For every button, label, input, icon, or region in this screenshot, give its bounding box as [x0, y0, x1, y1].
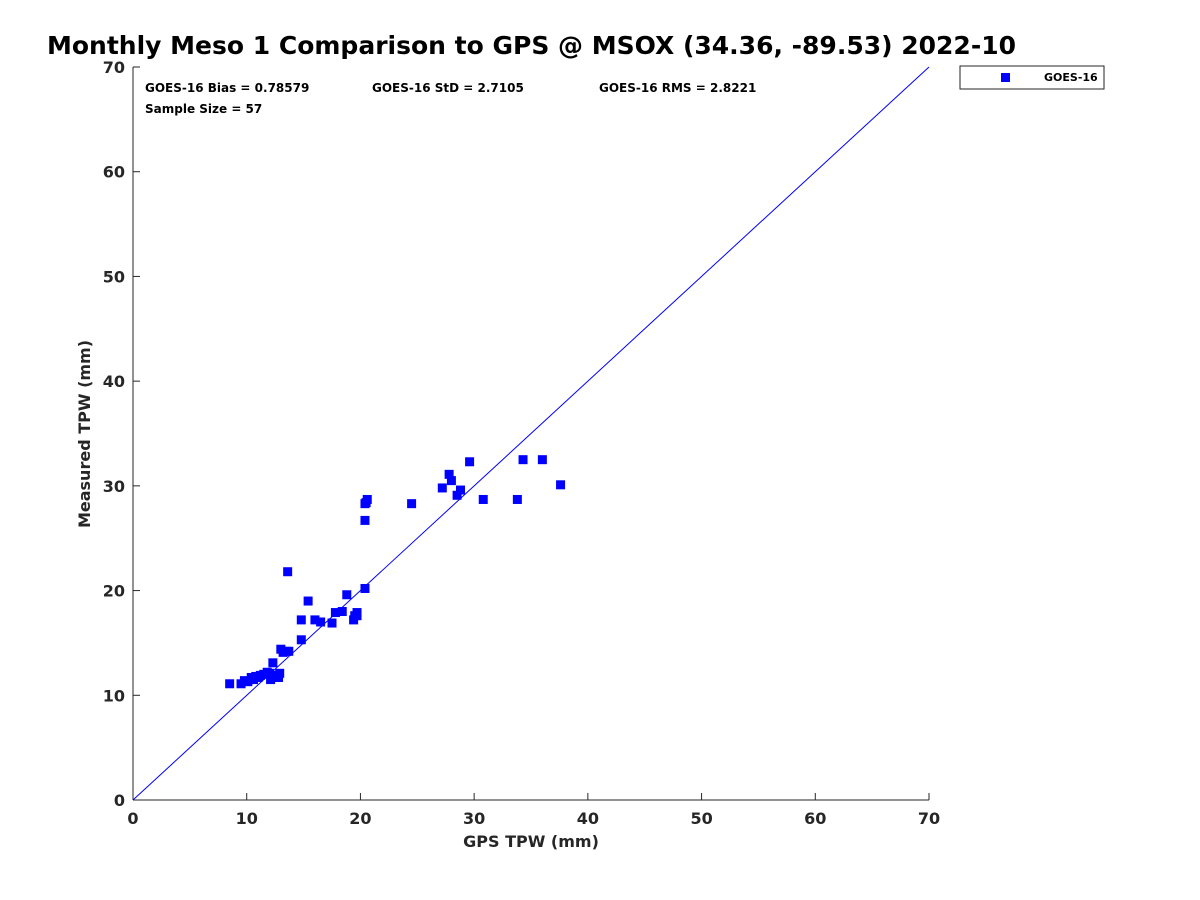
x-tick-label: 20 [349, 809, 371, 828]
data-point [446, 476, 456, 486]
data-point [360, 515, 370, 525]
y-tick-label: 70 [103, 58, 125, 77]
x-tick-label: 70 [918, 809, 940, 828]
data-point [275, 668, 285, 678]
y-ticks: 0 10 20 30 40 50 60 70 [103, 58, 140, 810]
data-point [556, 480, 566, 490]
data-point [512, 494, 522, 504]
y-tick-label: 40 [103, 372, 125, 391]
legend: GOES-16 [959, 65, 1105, 90]
data-point [360, 583, 370, 593]
legend-label-goes16: GOES-16 [1044, 71, 1098, 84]
data-point [330, 608, 340, 618]
y-tick-label: 0 [114, 791, 125, 810]
x-tick-label: 0 [127, 809, 138, 828]
data-point [310, 615, 320, 625]
data-point [283, 567, 293, 577]
data-point [407, 499, 417, 509]
rms-stat: GOES-16 RMS = 2.8221 [599, 81, 756, 95]
data-point [455, 485, 465, 495]
data-point [284, 646, 294, 656]
y-tick-label: 60 [103, 163, 125, 182]
y-tick-label: 30 [103, 477, 125, 496]
bias-stat: GOES-16 Bias = 0.78579 [145, 81, 309, 95]
data-point [352, 608, 362, 618]
data-point [452, 490, 462, 500]
data-point [444, 469, 454, 479]
data-point [437, 483, 447, 493]
x-ticks: 0 10 20 30 40 50 60 70 [127, 793, 940, 828]
data-point [268, 658, 278, 668]
data-point [537, 455, 547, 465]
y-tick-label: 20 [103, 582, 125, 601]
data-point [465, 457, 475, 467]
data-point [337, 607, 347, 617]
data-point [296, 615, 306, 625]
x-axis-label: GPS TPW (mm) [463, 832, 599, 851]
x-tick-label: 30 [463, 809, 485, 828]
y-tick-label: 10 [103, 686, 125, 705]
legend-box [959, 65, 1105, 90]
std-stat: GOES-16 StD = 2.7105 [372, 81, 524, 95]
chart-title: Monthly Meso 1 Comparison to GPS @ MSOX … [47, 31, 1016, 60]
axes [132, 67, 929, 801]
y-tick-label: 50 [103, 267, 125, 286]
data-points [225, 455, 566, 689]
x-tick-label: 50 [690, 809, 712, 828]
sample-size-stat: Sample Size = 57 [145, 102, 262, 116]
data-point [362, 494, 372, 504]
stats-annotations: GOES-16 Bias = 0.78579 GOES-16 StD = 2.7… [145, 81, 756, 116]
data-point [264, 668, 274, 678]
data-point [316, 617, 326, 627]
data-point [478, 494, 488, 504]
data-point [225, 679, 235, 689]
x-tick-label: 40 [577, 809, 599, 828]
legend-marker-goes16 [1001, 73, 1010, 82]
x-tick-label: 60 [804, 809, 826, 828]
data-point [327, 618, 337, 628]
data-point [518, 455, 528, 465]
data-point [303, 596, 313, 606]
data-point [342, 590, 352, 600]
y-axis-label: Measured TPW (mm) [75, 340, 94, 528]
x-tick-label: 10 [236, 809, 258, 828]
data-point [296, 635, 306, 645]
data-point [266, 675, 276, 685]
